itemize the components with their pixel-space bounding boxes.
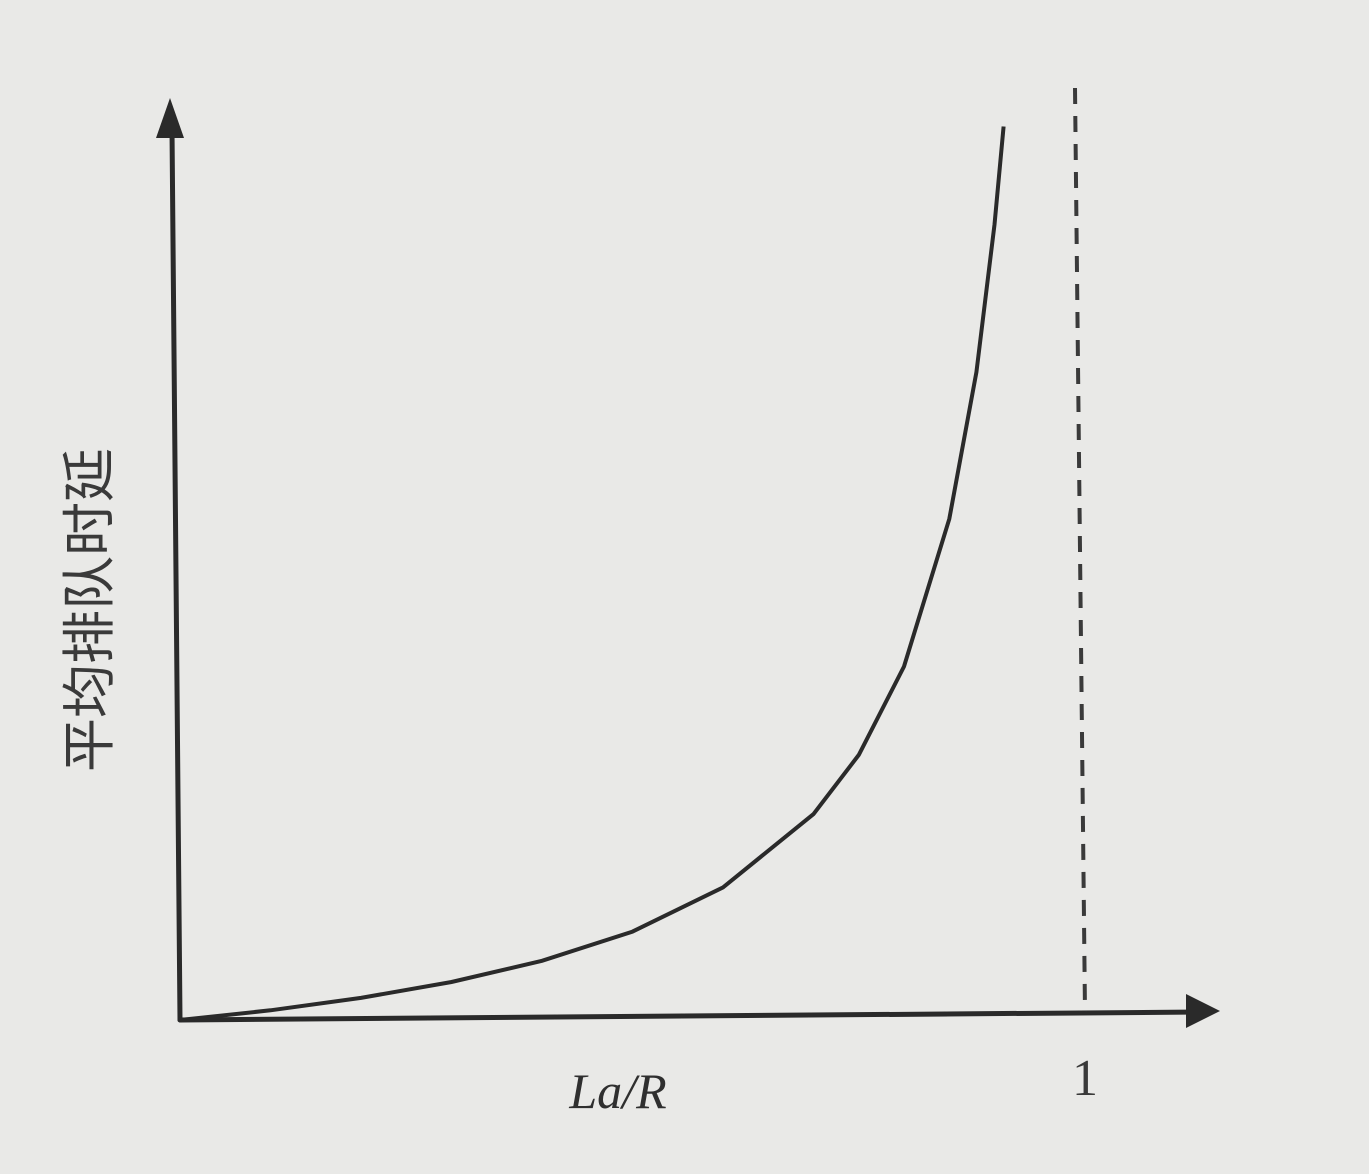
- x-axis-line: [177, 1009, 1203, 1023]
- x-tick-labels: 1: [1072, 1050, 1098, 1107]
- y-axis: [156, 98, 184, 1023]
- y-axis-label: 平均排队时延: [58, 448, 121, 772]
- x-tick-label: 1: [1072, 1050, 1098, 1107]
- x-axis: [177, 994, 1220, 1028]
- y-axis-line: [169, 127, 183, 1023]
- x-axis-label: La/R: [568, 1063, 666, 1119]
- y-axis-arrowhead: [156, 98, 184, 138]
- asymptote-line: [1073, 87, 1087, 1013]
- x-axis-arrowhead: [1186, 994, 1220, 1028]
- series-line-queueing-delay: [179, 126, 1006, 1022]
